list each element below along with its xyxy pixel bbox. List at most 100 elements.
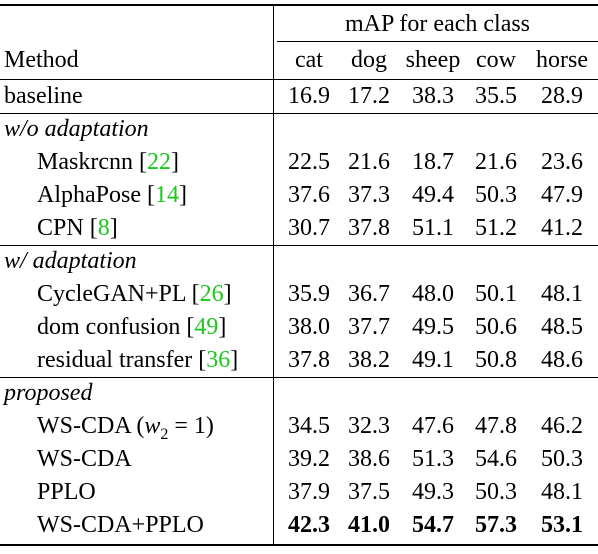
table-row-best: WS-CDA+PPLO 42.3 41.0 54.7 57.3 53.1 [0,509,598,542]
table-row: residual transfer [36] 37.8 38.2 49.1 50… [0,344,598,377]
method-name: CPN [37,215,84,241]
section-title-row: w/ adaptation [0,245,598,278]
cell-value: 50.1 [475,281,517,307]
cell-value: 50.8 [475,347,517,373]
cell-value: 16.9 [288,83,330,109]
row-label: CPN [8] [37,215,118,241]
row-label: PPLO [37,479,96,505]
cell-value: 49.5 [412,314,454,340]
cell-value: 37.8 [348,215,390,241]
table-row: AlphaPose [14] 37.6 37.3 49.4 50.3 47.9 [0,179,598,212]
method-name: Maskrcnn [37,149,133,175]
table-row: WS-CDA 39.2 38.6 51.3 54.6 50.3 [0,443,598,476]
cell-value: 53.1 [541,512,583,538]
section-rule [0,377,598,378]
class-header-dog: dog [351,47,387,73]
citation-link[interactable]: 26 [199,281,224,307]
method-header: Method [4,47,79,73]
cell-value: 37.5 [348,479,390,505]
cell-value: 48.6 [541,347,583,373]
citation-link[interactable]: 14 [155,182,179,208]
method-name: dom confusion [37,314,181,340]
math-subscript: 2 [160,425,169,443]
method-name: WS-CDA [37,413,131,439]
cell-value: 57.3 [475,512,517,538]
cell-value: 54.6 [475,446,517,472]
table-row: CPN [8] 30.7 37.8 51.1 51.2 41.2 [0,212,598,245]
table-row: WS-CDA (w2 = 1) 34.5 32.3 47.6 47.8 46.2 [0,410,598,443]
cell-value: 47.9 [541,182,583,208]
group-header: mAP for each class [344,11,531,37]
citation-link[interactable]: 49 [194,314,219,340]
class-header-cat: cat [295,47,323,73]
method-name: AlphaPose [37,182,141,208]
cell-value: 47.8 [475,413,517,439]
cell-value: 22.5 [288,149,330,175]
cell-value: 48.0 [412,281,454,307]
cell-value: 38.0 [288,314,330,340]
row-label: AlphaPose [14] [37,182,187,208]
method-name: residual transfer [37,347,193,373]
cell-value: 41.0 [348,512,390,538]
class-header-sheep: sheep [405,47,461,73]
cell-value: 38.2 [348,347,390,373]
cell-value: 18.7 [412,149,454,175]
cell-value: 41.2 [541,215,583,241]
cell-value: 28.9 [541,83,583,109]
math-variable: w [144,413,161,439]
header-row: Method cat dog sheep cow horse [0,44,598,77]
citation-link[interactable]: 22 [146,149,171,175]
section-rule [0,113,598,114]
table-row: PPLO 37.9 37.5 49.3 50.3 48.1 [0,476,598,509]
bottom-rule [0,544,598,546]
math-equation: = 1 [168,413,206,439]
section-title: proposed [4,380,93,406]
cell-value: 37.9 [288,479,330,505]
column-separator [273,6,274,544]
row-label: WS-CDA [37,446,132,472]
section-title-row: proposed [0,377,598,410]
table-row: baseline 16.9 17.2 38.3 35.5 28.9 [0,80,598,113]
row-label: residual transfer [36] [37,347,239,373]
cell-value: 30.7 [288,215,330,241]
cell-value: 48.1 [541,479,583,505]
cell-value: 54.7 [412,512,454,538]
row-label: dom confusion [49] [37,314,227,340]
cell-value: 49.4 [412,182,454,208]
top-rule [0,4,598,6]
cell-value: 49.1 [412,347,454,373]
cell-value: 35.5 [475,83,517,109]
cell-value: 32.3 [348,413,390,439]
section-title: w/ adaptation [4,248,137,274]
cell-value: 50.3 [541,446,583,472]
cell-value: 37.3 [348,182,390,208]
cell-value: 37.6 [288,182,330,208]
cell-value: 21.6 [348,149,390,175]
cell-value: 51.2 [475,215,517,241]
cell-value: 50.3 [475,479,517,505]
cell-value: 51.3 [412,446,454,472]
cell-value: 49.3 [412,479,454,505]
row-label: WS-CDA+PPLO [37,512,204,538]
cell-value: 34.5 [288,413,330,439]
cell-value: 47.6 [412,413,454,439]
cell-value: 48.5 [541,314,583,340]
row-label: Maskrcnn [22] [37,149,179,175]
cell-value: 23.6 [541,149,583,175]
cell-value: 37.8 [288,347,330,373]
header-rule [0,79,598,80]
cell-value: 39.2 [288,446,330,472]
group-header-rule [277,41,598,42]
cell-value: 21.6 [475,149,517,175]
row-label: baseline [4,83,83,109]
method-name: CycleGAN+PL [37,281,186,307]
class-header-horse: horse [536,47,588,73]
table-row: Maskrcnn [22] 22.5 21.6 18.7 21.6 23.6 [0,146,598,179]
cell-value: 17.2 [348,83,390,109]
citation-link[interactable]: 36 [206,347,231,373]
cell-value: 35.9 [288,281,330,307]
section-rule [0,245,598,246]
citation-link[interactable]: 8 [97,215,110,241]
cell-value: 50.6 [475,314,517,340]
cell-value: 38.6 [348,446,390,472]
